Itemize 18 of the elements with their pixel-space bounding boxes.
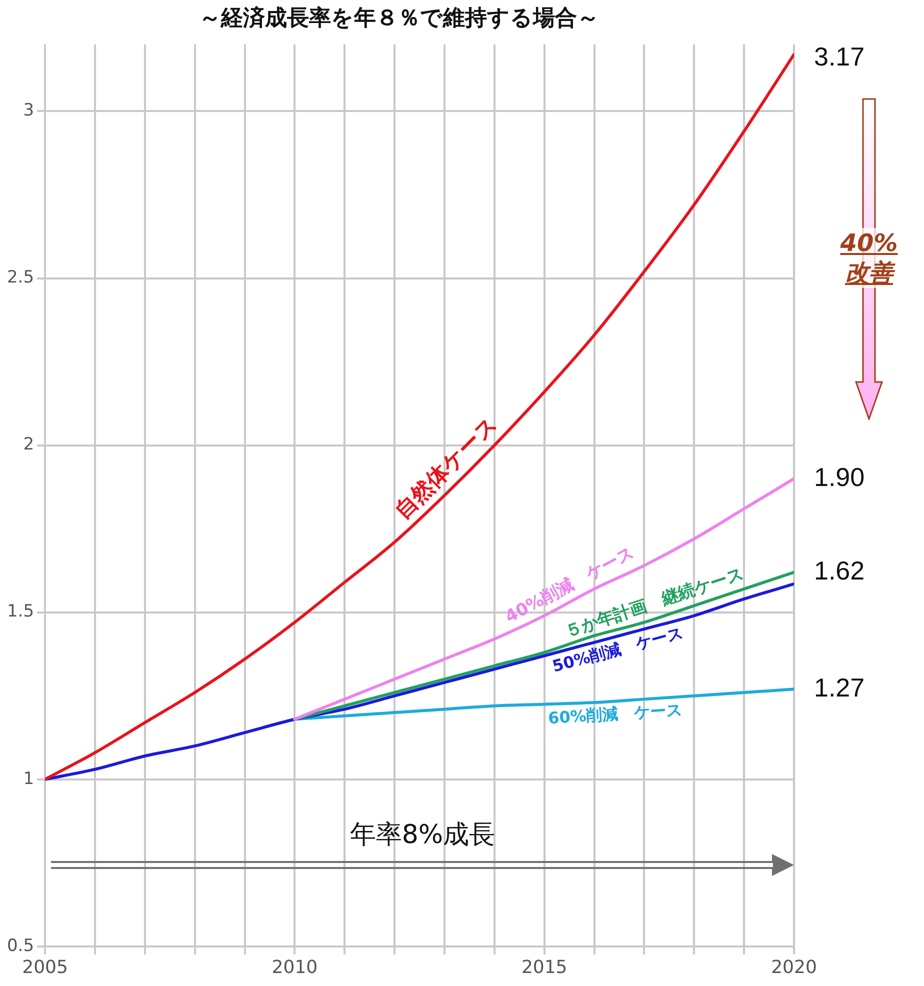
y-tick-label: 1 (23, 768, 34, 789)
y-tick-label: 3 (23, 100, 34, 121)
y-tick-label: 2 (23, 434, 34, 455)
x-tick-label: 2005 (22, 956, 68, 978)
series-label: 60%削減 ケース (547, 700, 683, 728)
x-tick-label: 2015 (521, 956, 568, 978)
data-label: 1.90 (814, 462, 865, 492)
data-label: 3.17 (814, 42, 865, 72)
annotation: 年率8%成長 (348, 819, 496, 852)
y-tick-label: 1.5 (6, 602, 34, 622)
chart-title: ～経済成長率を年８％で維持する場合～ (199, 4, 599, 31)
data-label: 1.62 (814, 555, 865, 586)
y-tick-label: 0.5 (6, 936, 34, 956)
x-tick-label: 2020 (771, 956, 817, 978)
data-label: 1.27 (814, 672, 865, 702)
text: 自然体ケース (390, 412, 503, 524)
y-tick-label: 2.5 (6, 268, 34, 288)
x-tick-label: 2010 (272, 956, 318, 978)
